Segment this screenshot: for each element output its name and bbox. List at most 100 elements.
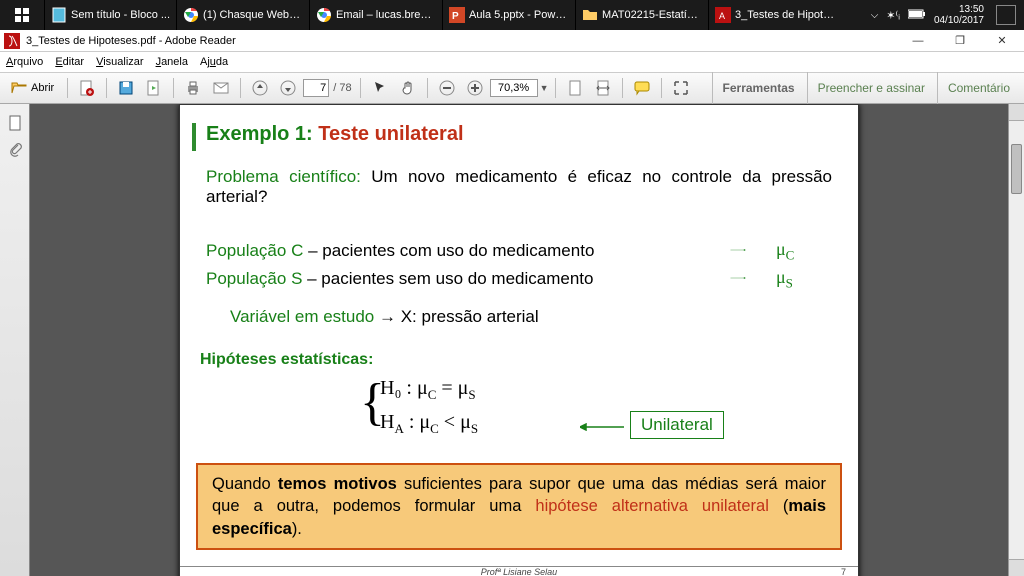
folder-icon — [582, 7, 598, 23]
chevron-up-icon[interactable]: ⌵ — [871, 10, 879, 21]
adobe-reader-icon — [4, 33, 20, 49]
menubar: Arquivo Editar Visualizar Janela Ajuda — [0, 52, 1024, 72]
select-tool-button[interactable] — [367, 76, 393, 100]
scrollbar-thumb[interactable] — [1011, 144, 1022, 194]
taskbar-label: Email – lucas.breni... — [336, 9, 436, 21]
preencher-panel[interactable]: Preencher e assinar — [807, 72, 935, 104]
start-button[interactable] — [0, 0, 44, 30]
minus-icon — [439, 80, 455, 96]
vertical-scrollbar[interactable] — [1008, 104, 1024, 576]
fit-width-button[interactable] — [590, 76, 616, 100]
ferramentas-panel[interactable]: Ferramentas — [712, 72, 805, 104]
cursor-icon — [372, 80, 388, 96]
comment-button[interactable] — [629, 76, 655, 100]
chrome-icon — [316, 7, 332, 23]
h0-line: H₀ : μC = μS — [380, 377, 476, 403]
thumbnails-icon — [7, 115, 23, 131]
mu-s: μS — [776, 267, 793, 292]
taskbar-label: 3_Testes de Hipotes... — [735, 9, 835, 21]
taskbar-item-folder[interactable]: MAT02215-Estatísti... — [575, 0, 708, 30]
wifi-icon[interactable]: ✶⁽ᵢ — [886, 9, 900, 22]
powerpoint-icon: P — [449, 7, 465, 23]
menu-editar[interactable]: Editar — [55, 56, 84, 68]
taskbar-item-ppt[interactable]: P Aula 5.pptx - Power... — [442, 0, 575, 30]
taskbar-label: Aula 5.pptx - Power... — [469, 9, 569, 21]
menu-ajuda[interactable]: Ajuda — [200, 56, 228, 68]
print-button[interactable] — [180, 76, 206, 100]
problem-text: Problema científico: Um novo medicamento… — [206, 167, 832, 207]
pdf-icon: A — [715, 7, 731, 23]
arrow-left-icon — [580, 423, 624, 431]
export-button[interactable] — [141, 76, 167, 100]
taskbar-item-notepad[interactable]: Sem título - Bloco ... — [44, 0, 176, 30]
svg-text:A: A — [719, 11, 725, 21]
thumbnails-button[interactable] — [4, 112, 26, 134]
nav-sidebar — [0, 104, 30, 576]
arrow-icon — [708, 277, 768, 279]
menu-janela[interactable]: Janela — [156, 56, 188, 68]
zoom-dropdown-icon[interactable]: ▼ — [540, 83, 549, 93]
create-pdf-button[interactable] — [74, 76, 100, 100]
prev-page-button[interactable] — [247, 76, 273, 100]
email-button[interactable] — [208, 76, 234, 100]
windows-taskbar: Sem título - Bloco ... (1) Chasque Webm.… — [0, 0, 1024, 30]
system-tray: ⌵ ✶⁽ᵢ 13:50 04/10/2017 — [863, 0, 1024, 30]
maximize-button[interactable]: ❐ — [942, 30, 978, 52]
page-plus-icon — [79, 80, 95, 96]
footer-page-number: 7 — [841, 567, 846, 576]
taskbar-item-pdf[interactable]: A 3_Testes de Hipotes... — [708, 0, 841, 30]
toolbar: Abrir / 78 ▼ Ferramentas Preencher e ass… — [0, 72, 1024, 104]
document-area: Exemplo 1: Teste unilateral Problema cie… — [0, 104, 1024, 576]
page-input[interactable] — [303, 79, 329, 97]
arrow-down-icon — [280, 80, 296, 96]
window-title: 3_Testes de Hipoteses.pdf - Adobe Reader — [26, 35, 236, 47]
time: 13:50 — [934, 4, 984, 15]
population-c: População C – pacientes com uso do medic… — [206, 241, 594, 261]
mu-c: μC — [776, 239, 794, 264]
clock[interactable]: 13:50 04/10/2017 — [934, 4, 988, 26]
zoom-input[interactable] — [490, 79, 538, 97]
fit-width-icon — [595, 80, 611, 96]
notepad-icon — [51, 7, 67, 23]
hypotheses-label: Hipóteses estatísticas: — [200, 351, 373, 369]
comentario-panel[interactable]: Comentário — [937, 72, 1020, 104]
page-footer: Profª Lisiane Selau 7 — [180, 566, 858, 576]
battery-icon[interactable] — [908, 9, 926, 22]
page-icon — [567, 80, 583, 96]
zoom-in-button[interactable] — [462, 76, 488, 100]
open-label: Abrir — [31, 82, 54, 94]
expand-icon — [673, 80, 689, 96]
unilateral-box: Unilateral — [630, 411, 724, 439]
folder-open-icon — [11, 80, 27, 96]
menu-visualizar[interactable]: Visualizar — [96, 56, 144, 68]
taskbar-label: (1) Chasque Webm... — [203, 9, 303, 21]
menu-arquivo[interactable]: Arquivo — [6, 56, 43, 68]
taskbar-label: MAT02215-Estatísti... — [602, 9, 702, 21]
sign-button[interactable] — [562, 76, 588, 100]
variable-line: Variável em estudo → X: pressão arterial — [230, 307, 539, 327]
next-page-button[interactable] — [275, 76, 301, 100]
save-icon — [118, 80, 134, 96]
page-title: Exemplo 1: Teste unilateral — [206, 123, 464, 146]
ha-line: HA : μC < μS — [380, 411, 478, 437]
close-button[interactable]: ✕ — [984, 30, 1020, 52]
page-viewport[interactable]: Exemplo 1: Teste unilateral Problema cie… — [30, 104, 1008, 576]
taskbar-item-chrome2[interactable]: Email – lucas.breni... — [309, 0, 442, 30]
open-button[interactable]: Abrir — [4, 76, 61, 100]
title-accent — [192, 123, 196, 151]
taskbar-item-chrome1[interactable]: (1) Chasque Webm... — [176, 0, 309, 30]
zoom-out-button[interactable] — [434, 76, 460, 100]
read-mode-button[interactable] — [668, 76, 694, 100]
notifications-icon[interactable] — [996, 5, 1016, 25]
arrow-icon — [708, 249, 768, 251]
minimize-button[interactable]: — — [900, 30, 936, 52]
hand-tool-button[interactable] — [395, 76, 421, 100]
footer-author: Profª Lisiane Selau — [180, 567, 858, 576]
hand-icon — [400, 80, 416, 96]
attachments-button[interactable] — [4, 138, 26, 160]
highlight-box: Quando temos motivos suficientes para su… — [196, 463, 842, 550]
chrome-icon — [183, 7, 199, 23]
arrow-up-icon — [252, 80, 268, 96]
mail-icon — [213, 80, 229, 96]
save-button[interactable] — [113, 76, 139, 100]
